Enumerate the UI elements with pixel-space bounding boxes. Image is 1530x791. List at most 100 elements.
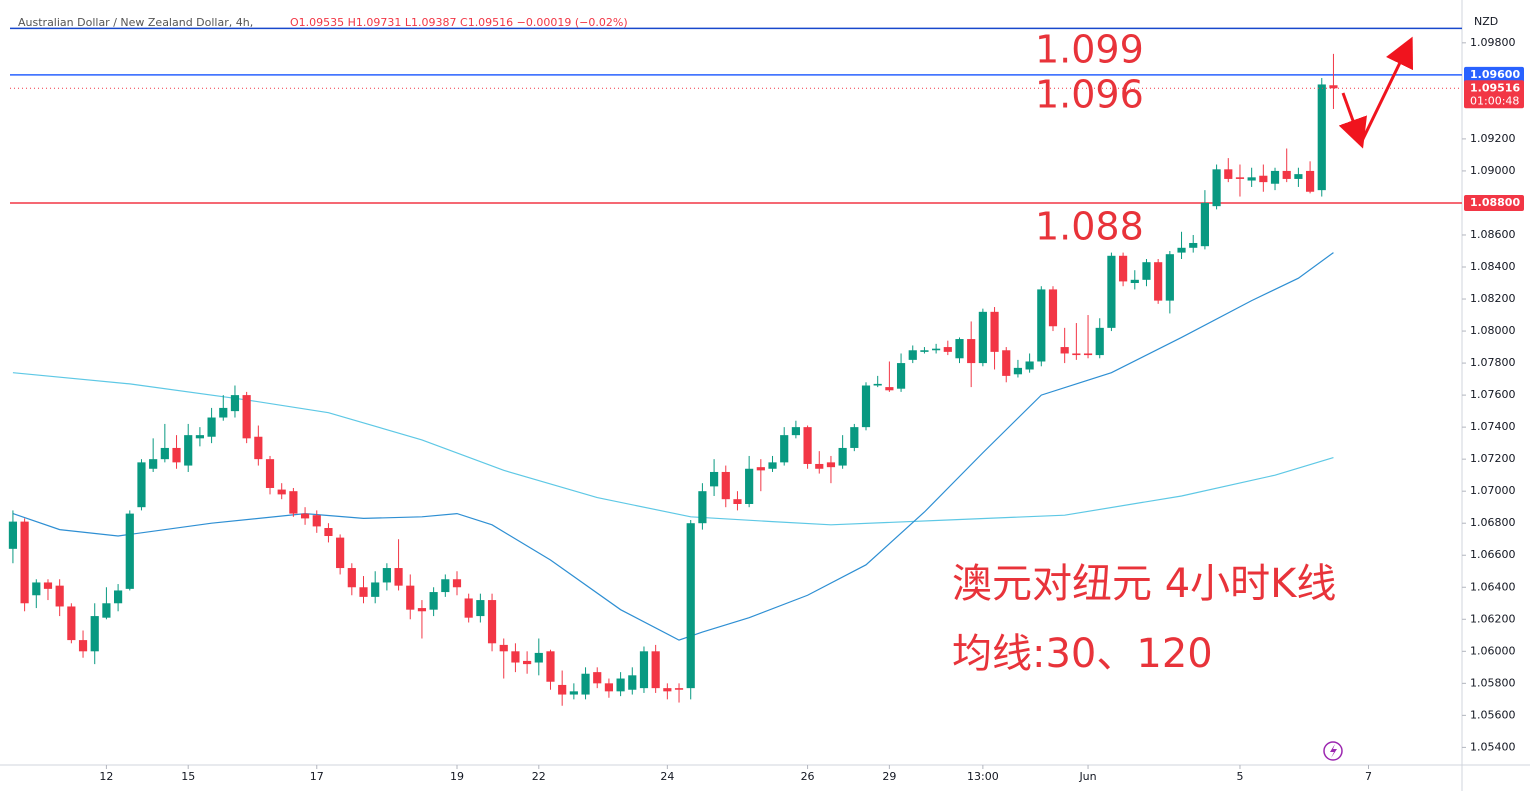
x-tick-label: 5 [1236, 770, 1243, 783]
candle-body [791, 427, 800, 436]
candle-body [990, 311, 999, 352]
candle-body [1282, 170, 1291, 179]
arrow-up [1359, 36, 1414, 144]
candle-body [534, 652, 543, 663]
candle-body [768, 462, 777, 469]
candle-body [20, 521, 29, 604]
candle-body [1048, 289, 1058, 327]
x-tick-label: 13:00 [967, 770, 999, 783]
annotation: 均线:30、120 [952, 631, 1213, 677]
candle-body [1095, 327, 1104, 356]
x-tick-label: 24 [660, 770, 674, 783]
candle-body [336, 537, 345, 569]
y-tick-label: 1.06400 [1470, 580, 1516, 593]
candle-body [569, 691, 578, 695]
candle-body [160, 447, 169, 460]
candle-body [149, 459, 158, 469]
candle-body [78, 640, 88, 652]
alert-bolt [1330, 744, 1337, 758]
y-tick-label: 1.09200 [1470, 132, 1516, 145]
candle-body [593, 672, 602, 684]
candle-body [359, 587, 368, 597]
candle-body [114, 590, 123, 604]
candle-body [651, 651, 660, 689]
y-tick-label: 1.07000 [1470, 484, 1516, 497]
candle-body [908, 350, 917, 360]
x-tick-label: 29 [882, 770, 896, 783]
candle-body [826, 462, 836, 468]
candle-body [406, 585, 415, 610]
y-tick-label: 1.09000 [1470, 164, 1516, 177]
annotation: 1.096 [1035, 73, 1144, 117]
candle-body [1247, 177, 1256, 181]
candle-body [90, 616, 99, 652]
candle-body [55, 585, 64, 607]
candle-body [1177, 247, 1186, 253]
candle-body [1060, 347, 1069, 354]
candle-body [896, 363, 906, 389]
candle-body [265, 459, 275, 488]
alert-icon[interactable] [1323, 741, 1343, 761]
candle-body [721, 471, 730, 500]
candle-body [920, 350, 929, 352]
candle-body [254, 436, 263, 460]
candle-body [1107, 255, 1116, 328]
y-tick-label: 1.07800 [1470, 356, 1516, 369]
candle-body [943, 347, 952, 352]
candle-body [873, 383, 882, 386]
candle-body [709, 471, 719, 487]
y-tick-label: 1.05600 [1470, 708, 1516, 721]
candle-body [172, 447, 181, 463]
candle-body [803, 427, 812, 464]
price-badge-label: 1.08800 [1470, 196, 1520, 209]
candle-body [1317, 84, 1326, 191]
y-tick-label: 1.08200 [1470, 292, 1516, 305]
y-tick-label: 1.08400 [1470, 260, 1516, 273]
x-tick-label: Jun [1078, 770, 1096, 783]
candle-body [32, 582, 41, 596]
candle-body [1072, 353, 1081, 356]
candle-body [1224, 169, 1233, 179]
candle-body [604, 683, 614, 692]
y-tick-label: 1.08000 [1470, 324, 1516, 337]
candle-body [885, 387, 894, 391]
candle-body [628, 675, 637, 690]
candle-body [838, 447, 847, 466]
candle-body [499, 644, 508, 652]
candle-body [1259, 175, 1268, 183]
candle-body [289, 491, 298, 514]
candle-body [394, 568, 403, 586]
candle-body [861, 385, 871, 428]
price-badge-label: 1.09516 [1470, 81, 1520, 94]
candle-body [417, 608, 427, 612]
price-badge [1464, 194, 1524, 211]
candle-body [686, 523, 695, 689]
candle-body [219, 407, 228, 418]
candle-body [1294, 174, 1303, 179]
candle-body [639, 651, 649, 689]
candle-body [429, 592, 438, 610]
candle-body [125, 513, 134, 589]
header-ohlc: O1.09535 H1.09731 L1.09387 C1.09516 −0.0… [290, 16, 628, 29]
candle-body [8, 521, 18, 549]
candle-body [184, 435, 193, 466]
x-tick-label: 17 [310, 770, 324, 783]
candle-body [1083, 353, 1093, 356]
candle-body [441, 579, 450, 593]
candle-body [1025, 361, 1034, 370]
y-tick-label: 1.06600 [1470, 548, 1516, 561]
candle-body [230, 395, 240, 412]
y-tick-label: 1.09800 [1470, 36, 1516, 49]
countdown: 01:00:48 [1470, 94, 1519, 107]
candle-body [452, 579, 462, 588]
candle-body [371, 582, 380, 597]
candle-body [511, 651, 520, 663]
candle-body [43, 582, 53, 589]
candle-body [300, 513, 310, 519]
price-badge [1464, 80, 1524, 109]
x-tick-label: 7 [1365, 770, 1372, 783]
candle-body [312, 515, 321, 527]
candle-body [464, 598, 473, 618]
